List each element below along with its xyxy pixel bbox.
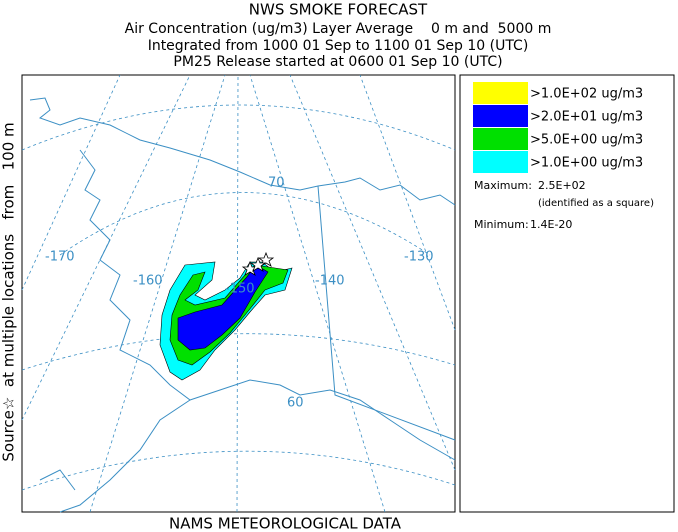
maximum-label: Maximum:: [474, 179, 532, 192]
subtitle: Air Concentration (ug/m3) Layer Average …: [125, 21, 552, 37]
legend-swatch: [473, 82, 528, 104]
coastline: [29, 97, 456, 513]
subtitle: Integrated from 1000 01 Sep to 1100 01 S…: [148, 38, 529, 54]
side-label: Source☆ at multiple locations from 100 m: [0, 122, 18, 461]
maximum-value: 2.5E+02: [538, 179, 586, 192]
legend-label: >1.0E+02 ug/m3: [530, 87, 643, 102]
legend-label: >2.0E+01 ug/m3: [530, 110, 643, 125]
minimum-value: 1.4E-20: [530, 218, 572, 231]
title: NWS SMOKE FORECAST: [249, 1, 428, 19]
grid-label: 60: [287, 396, 304, 411]
legend-swatch: [473, 128, 528, 150]
grid-label: -170: [45, 250, 75, 265]
graticule: [21, 74, 456, 513]
minimum-label: Minimum:: [474, 218, 529, 231]
subtitle: PM25 Release started at 0600 01 Sep 10 (…: [173, 54, 502, 70]
legend: >1.0E+02 ug/m3 >2.0E+01 ug/m3 >5.0E+00 ug/…: [473, 82, 643, 173]
source-markers: [241, 251, 275, 276]
maximum-note: (identified as a square): [538, 198, 654, 209]
footer: NAMS METEOROLOGICAL DATA: [169, 515, 402, 532]
legend-swatch: [473, 105, 528, 127]
legend-swatch: [473, 151, 528, 173]
legend-label: >1.0E+00 ug/m3: [530, 156, 643, 171]
grid-label: -150: [225, 282, 255, 297]
legend-label: >5.0E+00 ug/m3: [530, 133, 643, 148]
grid-label: -160: [133, 274, 163, 289]
smoke-plume: [159, 261, 293, 381]
grid-label: -130: [404, 250, 434, 265]
grid-label: 70: [268, 176, 285, 191]
grid-label: -140: [315, 274, 345, 289]
